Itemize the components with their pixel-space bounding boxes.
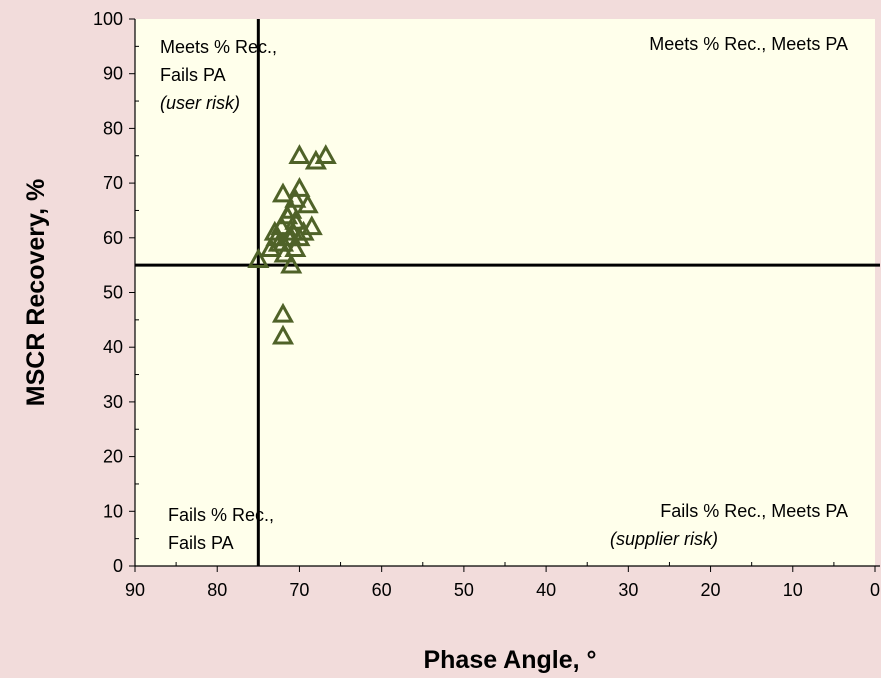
data-point <box>288 144 311 165</box>
x-tick-label: 70 <box>289 580 309 600</box>
y-tick-label: 10 <box>103 501 123 521</box>
quadrant-label: Meets % Rec., Meets PA <box>649 34 848 54</box>
data-point <box>300 215 323 236</box>
x-tick-label: 0 <box>870 580 880 600</box>
x-tick-label: 10 <box>783 580 803 600</box>
data-point <box>284 237 307 258</box>
data-point <box>273 242 296 263</box>
data-point <box>271 182 295 203</box>
data-point <box>280 253 303 274</box>
x-axis-title: Phase Angle, ° <box>423 646 596 674</box>
x-tick-label: 30 <box>618 580 638 600</box>
data-points <box>247 144 337 345</box>
x-tick-label: 60 <box>372 580 392 600</box>
data-point <box>292 220 315 241</box>
y-tick-label: 20 <box>103 447 123 467</box>
quadrant-note: (supplier risk) <box>610 529 718 549</box>
y-tick-label: 80 <box>103 118 123 138</box>
data-point <box>259 237 282 258</box>
x-tick-label: 80 <box>207 580 227 600</box>
y-tick-label: 50 <box>103 283 123 303</box>
y-axis-title: MSCR Recovery, % <box>22 179 50 406</box>
x-tick-label: 20 <box>701 580 721 600</box>
data-point <box>247 248 270 268</box>
quadrant-label: Fails % Rec., <box>168 505 274 525</box>
y-tick-label: 0 <box>113 556 123 576</box>
y-tick-label: 70 <box>103 173 123 193</box>
data-point <box>271 302 295 323</box>
data-point <box>276 204 299 225</box>
y-tick-label: 90 <box>103 64 123 84</box>
data-point <box>267 231 290 252</box>
data-point <box>296 193 319 214</box>
quadrant-label: Fails PA <box>168 533 234 553</box>
quadrant-label: Fails PA <box>160 65 226 85</box>
data-point <box>288 176 311 197</box>
plot-area <box>135 19 875 566</box>
quadrant-label: Fails % Rec., Meets PA <box>660 501 848 521</box>
quadrant-labels: Meets % Rec., Fails PA (user risk) Meets % … <box>160 34 848 553</box>
y-tick-label: 60 <box>103 228 123 248</box>
y-tick-label: 30 <box>103 392 123 412</box>
y-tick-label: 100 <box>93 9 123 29</box>
data-point <box>271 324 295 345</box>
x-tick-label: 90 <box>125 580 145 600</box>
data-point <box>314 144 337 165</box>
y-tick-label: 40 <box>103 337 123 357</box>
quadrant-label: Meets % Rec., <box>160 37 277 57</box>
x-tick-label: 40 <box>536 580 556 600</box>
quadrant-note: (user risk) <box>160 93 240 113</box>
x-tick-label: 50 <box>454 580 474 600</box>
